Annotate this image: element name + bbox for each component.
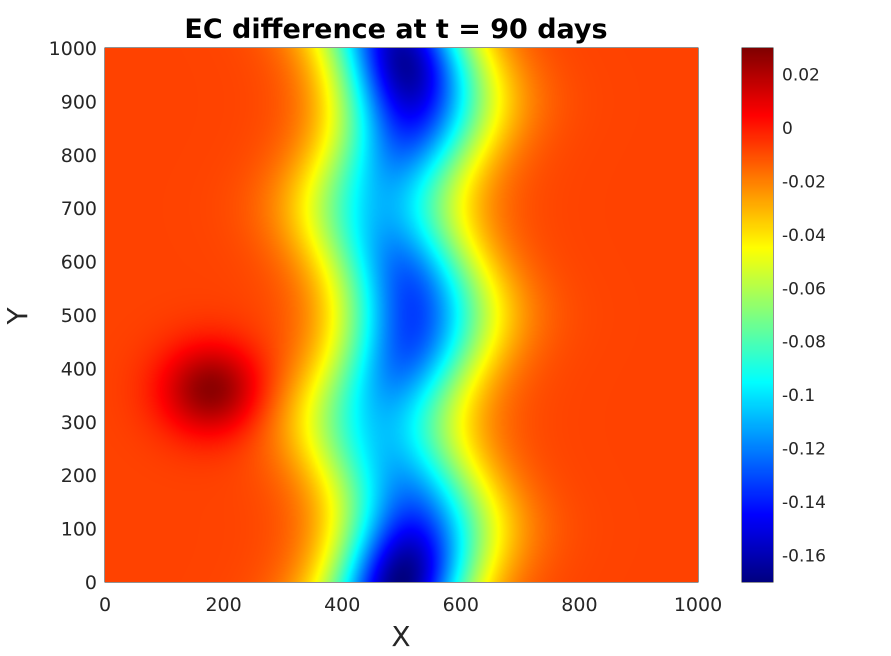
chart-title: EC difference at t = 90 days (184, 14, 607, 45)
colorbar-tick-label: -0.12 (782, 440, 826, 460)
colorbar-tick-label: -0.08 (782, 333, 826, 353)
y-tick-label: 0 (85, 572, 97, 594)
y-tick-label: 100 (61, 519, 97, 541)
y-tick-label: 900 (61, 91, 97, 113)
colorbar-tick-label: -0.14 (782, 493, 826, 513)
y-tick-label: 700 (61, 198, 97, 220)
x-tick-label: 1000 (674, 594, 722, 616)
x-tick-label: 0 (99, 594, 111, 616)
heatmap-image (105, 48, 698, 582)
x-tick-label: 200 (205, 594, 241, 616)
y-tick-label: 600 (61, 252, 97, 274)
y-axis-label: Y (1, 307, 34, 326)
y-tick-label: 1000 (49, 38, 97, 60)
y-tick-label: 400 (61, 358, 97, 380)
y-tick-label: 500 (61, 305, 97, 327)
x-tick-label: 600 (443, 594, 479, 616)
colorbar-ticks: 0.02 0 -0.02 -0.04 -0.06 -0.08 -0.1 -0.12 -0.14 -… (768, 66, 826, 566)
x-tick-label: 800 (561, 594, 597, 616)
colorbar-tick-label: -0.02 (782, 173, 826, 193)
x-tick-label: 400 (324, 594, 360, 616)
colorbar-tick-label: -0.06 (782, 279, 826, 299)
y-axis-ticks: 0 100 200 300 400 500 600 700 800 900 1000 (49, 38, 111, 594)
colorbar-tick-label: -0.04 (782, 226, 826, 246)
colorbar-tick-label: -0.16 (782, 546, 826, 566)
colorbar-tick-label: 0.02 (782, 66, 820, 86)
colorbar-tick-label: -0.1 (782, 386, 815, 406)
y-tick-label: 300 (61, 412, 97, 434)
y-tick-label: 200 (61, 465, 97, 487)
colorbar-gradient (742, 48, 773, 582)
colorbar-tick-label: 0 (782, 119, 793, 139)
y-tick-label: 800 (61, 145, 97, 167)
x-axis-label: X (391, 620, 410, 653)
